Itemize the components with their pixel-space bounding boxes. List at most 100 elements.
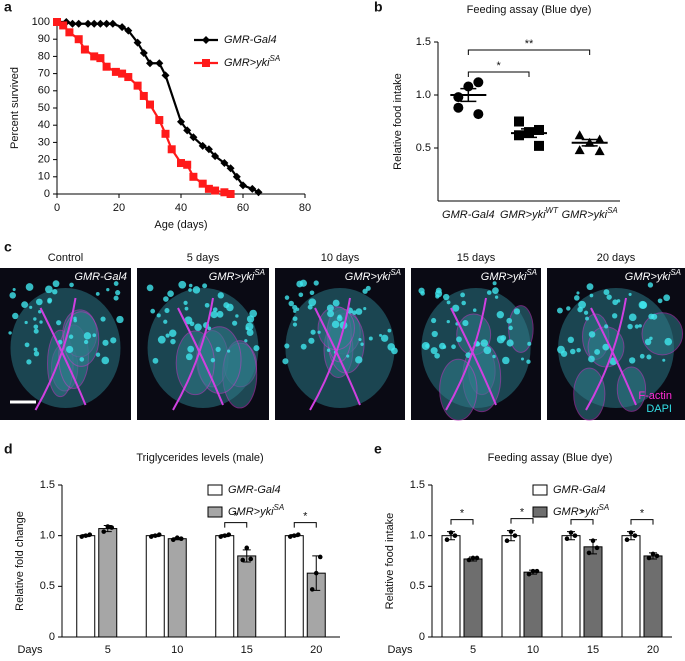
y-tick-label: 1.0 [410, 530, 425, 542]
y-tick-label: 1.0 [416, 89, 431, 101]
nucleus [187, 345, 195, 353]
data-point [586, 550, 592, 556]
nucleus [95, 292, 100, 296]
data-point [156, 532, 162, 537]
nucleus [577, 306, 583, 313]
nucleus [8, 331, 12, 335]
nucleus [288, 300, 294, 307]
nucleus [326, 304, 334, 312]
nucleus [346, 354, 350, 358]
nucleus [33, 324, 39, 330]
y-axis-label: Relative food intake [392, 73, 404, 170]
nucleus [588, 331, 596, 338]
marker [90, 52, 99, 61]
nucleus [207, 326, 212, 331]
stain-label: F-actin [638, 390, 672, 402]
image-title: 10 days [321, 252, 360, 264]
nucleus [603, 289, 610, 296]
nucleus [589, 293, 594, 298]
data-point [448, 530, 454, 535]
marker [594, 146, 605, 156]
nucleus [331, 320, 340, 329]
nucleus [56, 320, 62, 326]
legend-label-sup: SA [274, 503, 285, 512]
data-point [452, 533, 458, 538]
nucleus [446, 319, 450, 324]
nucleus [583, 310, 589, 315]
legend-label: GMR-Gal4 [553, 484, 606, 496]
marker [204, 145, 213, 154]
marker [133, 38, 142, 47]
nucleus [300, 343, 307, 350]
marker [155, 116, 164, 125]
nucleus [246, 315, 255, 323]
marker [74, 19, 83, 28]
nucleus [576, 347, 581, 353]
nucleus [646, 354, 652, 360]
x-tick-label: 20 [310, 644, 322, 656]
legend-label-base: GMR-Gal4 [224, 34, 277, 46]
nucleus [418, 287, 425, 294]
data-point [654, 553, 660, 559]
legend-label: GMR>ykiSA [224, 54, 280, 69]
data-point [564, 536, 570, 542]
y-tick-label: 1.5 [40, 479, 55, 491]
data-point [504, 538, 510, 544]
nucleus [425, 343, 430, 349]
data-point [87, 532, 93, 537]
image-overlay-label: GMR>ykiSA [481, 268, 537, 283]
marker [161, 129, 170, 138]
marker [189, 133, 198, 142]
nucleus [310, 329, 316, 335]
legend-label: GMR>ykiSA [228, 503, 284, 518]
nucleus [585, 316, 589, 321]
nucleus [167, 290, 174, 298]
bar [284, 535, 304, 638]
nucleus [284, 295, 290, 300]
nucleus [217, 292, 224, 299]
nucleus [649, 336, 653, 341]
nucleus [644, 338, 652, 346]
data-point [624, 537, 630, 543]
marker [108, 19, 117, 28]
nucleus [210, 311, 218, 319]
marker [514, 130, 524, 141]
nucleus [327, 310, 335, 318]
legend-label-base: GMR>yki [224, 57, 270, 69]
marker [177, 117, 185, 126]
marker [248, 184, 257, 193]
image-overlay-label-base: GMR>yki [625, 271, 671, 283]
nucleus [566, 306, 571, 311]
image-overlay-label-sup: SA [526, 268, 537, 277]
significance-bracket [510, 518, 534, 524]
nucleus [52, 289, 58, 295]
data-point [590, 538, 596, 544]
significance-bracket [450, 519, 474, 525]
x-tick-label: 5 [470, 644, 476, 656]
nucleus [462, 320, 469, 327]
bar [583, 546, 603, 638]
marker [155, 59, 164, 68]
nucleus [526, 359, 531, 364]
marker [59, 21, 68, 30]
y-tick-label: 1.0 [40, 530, 55, 542]
nucleus [336, 315, 343, 322]
actin [34, 297, 87, 411]
marker [96, 19, 105, 28]
marker [220, 188, 229, 197]
nucleus [163, 296, 169, 302]
data-point [79, 534, 85, 539]
x-tick-label: 80 [299, 202, 311, 214]
x-tick-label: 60 [237, 202, 249, 214]
sem-bar [521, 128, 537, 139]
legend-label: GMR-Gal4 [224, 34, 277, 46]
nucleus [284, 343, 290, 349]
data-point [152, 533, 158, 538]
nucleus [612, 299, 619, 306]
y-axis-label: Percent survived [9, 67, 21, 149]
nucleus [506, 317, 513, 324]
nucleus [110, 337, 117, 344]
nucleus [183, 300, 188, 305]
nucleus [282, 358, 289, 365]
x-tick-label-base: GMR>yki [562, 209, 608, 221]
